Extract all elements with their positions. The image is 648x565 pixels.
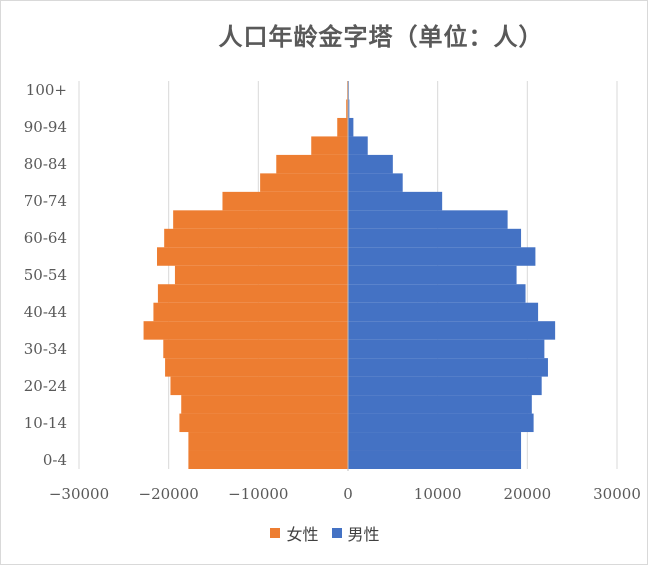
bar-female-5 — [165, 358, 348, 377]
category-label-2: 10-14 — [24, 414, 67, 432]
legend-item-female: 女性 — [270, 521, 318, 545]
x-tick-label-3: 0 — [343, 485, 353, 503]
bar-male-15 — [348, 173, 403, 192]
bar-male-1 — [348, 432, 522, 451]
bar-female-9 — [157, 284, 348, 303]
bar-female-17 — [311, 136, 348, 155]
category-label-0: 0-4 — [43, 451, 67, 469]
x-tick-label-6: 30000 — [593, 485, 641, 503]
x-tick-label-2: −10000 — [228, 485, 288, 503]
category-label-16: 80-84 — [24, 155, 67, 173]
legend-item-male: 男性 — [331, 521, 380, 545]
bar-male-5 — [348, 358, 548, 377]
bar-male-14 — [348, 191, 443, 211]
category-label-12: 60-64 — [24, 229, 67, 247]
category-label-4: 20-24 — [24, 377, 67, 395]
x-tick-label-1: −20000 — [139, 485, 199, 503]
x-tick-label-0: −30000 — [49, 485, 109, 503]
bar-female-11 — [157, 247, 348, 266]
bar-female-14 — [222, 191, 348, 211]
bar-male-6 — [348, 339, 545, 359]
category-label-14: 70-74 — [24, 192, 67, 210]
bar-male-7 — [348, 321, 556, 340]
bar-male-8 — [348, 302, 539, 322]
bar-male-2 — [348, 413, 534, 433]
bar-female-2 — [179, 413, 348, 433]
chart-legend: 女性 男性 — [1, 521, 648, 545]
x-tick-label-5: 20000 — [503, 485, 551, 503]
bar-female-16 — [276, 154, 348, 174]
bar-male-12 — [348, 228, 522, 248]
bar-female-19 — [346, 99, 348, 118]
bar-female-8 — [153, 302, 348, 322]
bar-male-18 — [348, 117, 354, 137]
bar-male-17 — [348, 136, 368, 155]
bar-female-18 — [337, 117, 348, 137]
bar-male-13 — [348, 210, 508, 229]
bar-female-3 — [181, 395, 348, 414]
bar-female-12 — [164, 228, 348, 248]
bar-female-4 — [170, 376, 348, 396]
bar-male-4 — [348, 376, 542, 396]
bar-male-10 — [348, 265, 517, 285]
legend-label-male: 男性 — [347, 525, 380, 544]
bar-male-11 — [348, 247, 536, 266]
bar-male-16 — [348, 154, 393, 174]
bar-female-15 — [260, 173, 348, 192]
legend-swatch-male — [331, 528, 342, 538]
bar-male-9 — [348, 284, 526, 303]
bar-male-19 — [348, 99, 350, 118]
category-label-18: 90-94 — [24, 118, 67, 136]
bar-female-7 — [143, 321, 348, 340]
bar-female-1 — [188, 432, 348, 451]
bar-female-10 — [174, 265, 348, 285]
category-label-20: 100+ — [26, 81, 67, 99]
bar-male-3 — [348, 395, 532, 414]
legend-label-female: 女性 — [286, 525, 319, 544]
bar-female-13 — [173, 210, 348, 229]
legend-swatch-female — [270, 528, 281, 538]
category-label-6: 30-34 — [24, 340, 67, 358]
category-label-10: 50-54 — [24, 266, 67, 284]
bar-female-6 — [163, 339, 348, 359]
chart-title: 人口年龄金字塔（单位：人） — [218, 22, 544, 51]
x-tick-label-4: 10000 — [414, 485, 462, 503]
bar-male-0 — [348, 450, 522, 469]
bar-female-0 — [188, 450, 348, 469]
category-label-8: 40-44 — [24, 303, 67, 321]
